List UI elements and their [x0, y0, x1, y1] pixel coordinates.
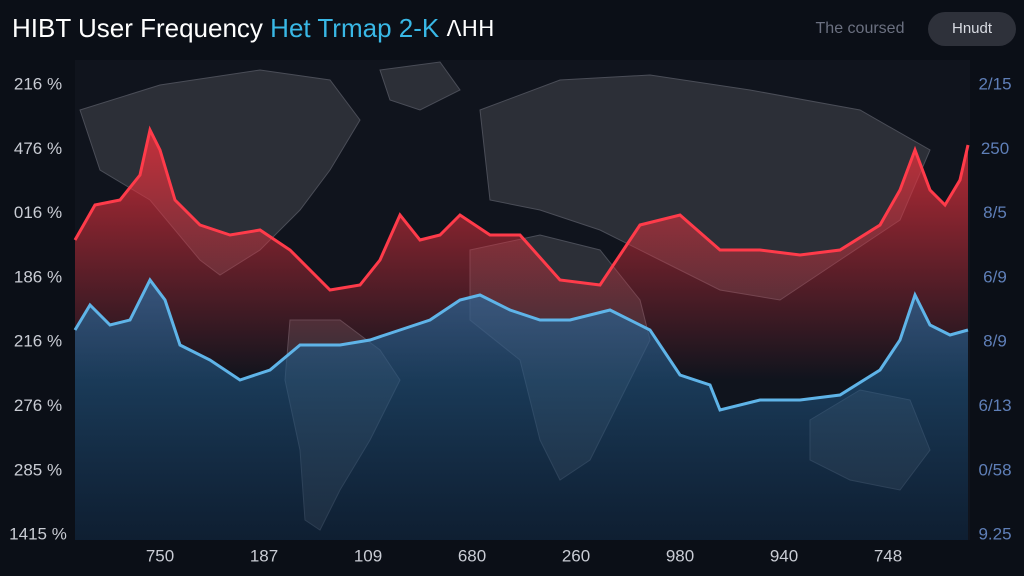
title-main: HIBT User Frequency: [12, 13, 263, 43]
bottom-axis-label: 109: [354, 546, 382, 565]
bottom-axis-label: 940: [770, 546, 798, 565]
bottom-axis-label: 750: [146, 546, 174, 565]
bottom-axis-label: 187: [250, 546, 278, 565]
blue-area: [75, 280, 968, 540]
button-label[interactable]: Hnudt: [952, 20, 993, 37]
blue-line: [73, 277, 969, 412]
left-axis-label: 186 %: [14, 267, 62, 286]
right-axis-label: 6/13: [978, 396, 1011, 415]
title-sub: Het Trmap 2-K: [270, 13, 440, 43]
right-axis-label: 9.25: [978, 525, 1011, 544]
right-axis-label: 0/58: [978, 460, 1011, 479]
bottom-axis-label: 260: [562, 546, 590, 565]
left-axis-label: 1415 %: [9, 525, 67, 544]
bottom-axis-label: 748: [874, 546, 902, 565]
left-axis-label: 276 %: [14, 396, 62, 415]
left-axis-label: 476 %: [14, 139, 62, 158]
search-text[interactable]: The coursed: [816, 20, 905, 37]
red-area: [75, 130, 968, 380]
button[interactable]: [928, 12, 1016, 46]
red-line: [73, 125, 970, 292]
right-axis-label: 8/9: [983, 332, 1007, 351]
greenland: [379, 61, 461, 111]
right-axis-label: 8/5: [983, 203, 1007, 222]
left-axis-label: 285 %: [14, 460, 62, 479]
right-axis-label: 250: [981, 139, 1009, 158]
bottom-axis-label: 980: [666, 546, 694, 565]
left-axis-label: 216 %: [14, 332, 62, 351]
bottom-axis-label: 680: [458, 546, 486, 565]
left-axis-label: 216 %: [14, 74, 62, 93]
right-axis-label: 2/15: [978, 74, 1011, 93]
title-suffix: ᐱᕼᕼ: [446, 16, 494, 41]
left-axis-label: 016 %: [14, 203, 62, 222]
axes: 216 % 476 % 016 % 186 % 216 % 276 % 285 % 1415 …: [9, 74, 1011, 565]
right-axis-label: 6/9: [983, 267, 1007, 286]
title: HIBT User Frequency Het Trmap 2-K ᐱᕼᕼ: [12, 13, 495, 43]
